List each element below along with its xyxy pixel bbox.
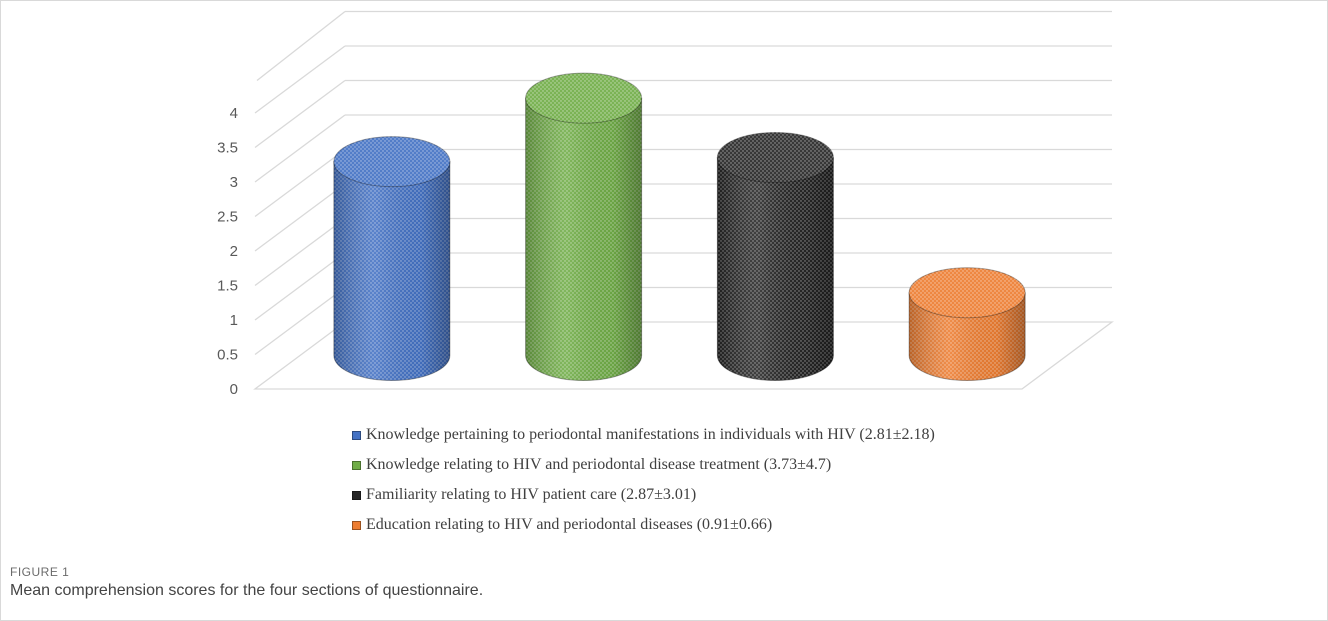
gridline-side bbox=[254, 148, 346, 218]
cylinder-shading bbox=[716, 156, 834, 381]
gridlines bbox=[253, 10, 1114, 390]
y-axis: 0 0.5 1 1.5 2 2.5 3 3.5 4 bbox=[217, 105, 238, 398]
y-tick-label: 2 bbox=[230, 243, 238, 260]
cylinder-top-texture bbox=[333, 136, 450, 187]
gridline-side bbox=[254, 79, 346, 149]
legend-item-2[interactable]: Knowledge relating to HIV and periodonta… bbox=[352, 450, 935, 480]
gridline-side bbox=[254, 45, 346, 114]
legend: Knowledge pertaining to periodontal mani… bbox=[352, 420, 935, 540]
figure-caption: Mean comprehension scores for the four s… bbox=[10, 582, 484, 599]
legend-swatch-2 bbox=[352, 460, 361, 470]
cylinder-shading bbox=[908, 292, 1026, 381]
gridline-side bbox=[254, 252, 346, 321]
cylinder-top-highlight bbox=[525, 73, 642, 124]
cylinder-bar-4[interactable] bbox=[908, 267, 1026, 381]
cylinder-top-texture bbox=[525, 73, 642, 124]
gridline-side bbox=[254, 114, 346, 183]
gridline-side bbox=[254, 183, 346, 252]
gridline-side bbox=[254, 286, 346, 356]
gridline-side bbox=[254, 217, 346, 287]
y-tick-label: 3 bbox=[230, 174, 238, 191]
y-tick-label: 0 bbox=[230, 381, 238, 398]
y-tick-label: 2.5 bbox=[217, 209, 238, 226]
cylinder-shading bbox=[525, 97, 643, 381]
y-tick-label: 1 bbox=[230, 312, 238, 329]
cylinder-top-texture bbox=[717, 132, 834, 183]
cylinder-bar-chart: 0 0.5 1 1.5 2 2.5 3 3.5 4 bbox=[217, 10, 1114, 398]
figure-label: FIGURE 1 bbox=[10, 565, 70, 579]
legend-swatch-4 bbox=[352, 520, 361, 530]
y-tick-label: 1.5 bbox=[217, 278, 238, 295]
chart-floor bbox=[253, 321, 1114, 390]
cylinder-bar-3[interactable] bbox=[716, 131, 834, 381]
y-tick-label: 0.5 bbox=[217, 347, 238, 364]
cylinder-top-highlight bbox=[333, 136, 450, 187]
cylinder-top-highlight bbox=[717, 132, 834, 183]
legend-item-3[interactable]: Familiarity relating to HIV patient care… bbox=[352, 480, 935, 510]
legend-label-3: Familiarity relating to HIV patient care… bbox=[366, 486, 697, 503]
gridline-side bbox=[256, 10, 346, 82]
cylinder-bar-1[interactable] bbox=[333, 136, 451, 381]
legend-label-4: Education relating to HIV and periodonta… bbox=[366, 516, 773, 533]
y-tick-label: 3.5 bbox=[217, 140, 238, 157]
cylinder-bar-2[interactable] bbox=[525, 72, 643, 381]
legend-item-4[interactable]: Education relating to HIV and periodonta… bbox=[352, 510, 935, 540]
legend-label-1: Knowledge pertaining to periodontal mani… bbox=[366, 426, 935, 443]
legend-label-2: Knowledge relating to HIV and periodonta… bbox=[366, 456, 832, 473]
cylinder-bars bbox=[333, 72, 1026, 381]
cylinder-shading bbox=[333, 161, 451, 381]
cylinder-top-highlight bbox=[909, 267, 1026, 318]
legend-swatch-1 bbox=[352, 430, 361, 440]
legend-swatch-3 bbox=[352, 490, 361, 500]
y-tick-label: 4 bbox=[230, 105, 238, 122]
cylinder-top-texture bbox=[909, 267, 1026, 318]
legend-item-1[interactable]: Knowledge pertaining to periodontal mani… bbox=[352, 420, 935, 450]
